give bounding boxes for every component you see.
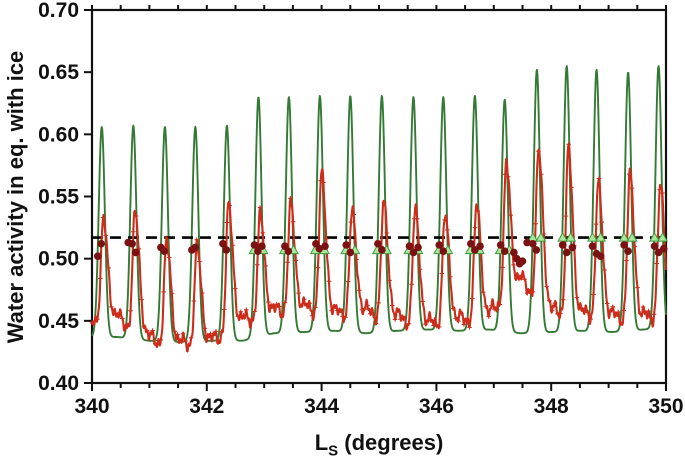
light-green-triangle-marker bbox=[595, 231, 607, 242]
light-green-triangle-marker bbox=[557, 231, 569, 242]
dark-red-dot-marker bbox=[659, 244, 668, 253]
dark-red-dot-marker bbox=[191, 243, 200, 252]
y-tick-label: 0.40 bbox=[38, 372, 79, 395]
dark-red-dot-marker bbox=[529, 239, 537, 248]
light-green-triangle-marker bbox=[618, 231, 630, 242]
dark-red-dot-marker bbox=[414, 243, 422, 252]
dark-red-dot-marker bbox=[650, 242, 659, 251]
x-tick-label: 344 bbox=[304, 395, 339, 418]
dark-red-dot-marker bbox=[374, 239, 382, 248]
dark-red-dot-marker bbox=[596, 252, 605, 260]
dark-red-dot-marker bbox=[128, 239, 136, 248]
dark-red-dot-marker bbox=[93, 252, 102, 260]
dark-red-dot-marker bbox=[624, 247, 632, 256]
light-green-triangle-marker bbox=[626, 231, 638, 242]
dark-red-dot-marker bbox=[321, 242, 329, 251]
light-green-triangle-marker bbox=[565, 231, 577, 242]
light-green-triangle-marker bbox=[587, 231, 598, 242]
dark-red-dot-marker bbox=[284, 247, 293, 256]
dark-red-dot-marker bbox=[439, 247, 448, 256]
y-tick-label: 0.65 bbox=[38, 61, 79, 84]
dark-red-dot-marker bbox=[496, 241, 505, 249]
dark-red-dot-marker bbox=[476, 242, 484, 251]
light-green-triangle-marker bbox=[535, 231, 547, 242]
dark-red-dot-marker bbox=[523, 238, 531, 247]
y-tick-label: 0.70 bbox=[38, 0, 79, 22]
dark-red-dot-marker bbox=[346, 248, 355, 257]
dark-red-dot-marker bbox=[518, 257, 527, 265]
dark-red-dot-marker bbox=[160, 247, 169, 256]
y-tick-label: 0.45 bbox=[38, 310, 79, 333]
x-axis-title-rest: (degrees) bbox=[338, 430, 444, 455]
x-tick-label: 348 bbox=[534, 395, 569, 418]
red-curve bbox=[91, 143, 668, 353]
x-tick-label: 346 bbox=[419, 395, 454, 418]
dark-red-dot-marker bbox=[378, 246, 386, 254]
dark-red-dot-marker bbox=[405, 242, 414, 251]
dark-red-dot-marker bbox=[342, 241, 351, 249]
dark-red-dot-marker bbox=[315, 244, 324, 253]
dark-red-dot-marker bbox=[562, 248, 571, 257]
y-tick-label: 0.50 bbox=[38, 248, 79, 271]
light-green-triangle-marker bbox=[649, 231, 660, 242]
dark-red-dot-marker bbox=[558, 241, 567, 249]
dark-red-dot-marker bbox=[510, 248, 518, 257]
dark-red-dot-marker bbox=[467, 239, 475, 248]
dark-red-dot-marker bbox=[219, 239, 227, 248]
x-axis-title-subscript: S bbox=[328, 442, 339, 460]
x-axis-title: LS (degrees) bbox=[315, 430, 444, 459]
dark-red-dot-marker bbox=[222, 246, 231, 254]
x-tick-label: 350 bbox=[648, 395, 683, 418]
dark-red-dot-marker bbox=[250, 241, 259, 249]
red-curve-plus-markers bbox=[89, 141, 668, 348]
dark-red-dot-marker bbox=[97, 239, 105, 248]
x-axis-title-main: L bbox=[314, 430, 329, 455]
light-green-triangle-marker bbox=[657, 231, 669, 242]
x-tick-label: 342 bbox=[189, 395, 224, 418]
y-tick-label: 0.60 bbox=[38, 123, 79, 146]
y-tick-label: 0.55 bbox=[38, 186, 79, 209]
dark-red-dot-marker bbox=[568, 243, 577, 252]
dark-red-dot-marker bbox=[131, 248, 140, 257]
dark-red-dot-marker bbox=[435, 241, 444, 249]
x-tick-label: 340 bbox=[74, 395, 109, 418]
dark-red-dot-marker bbox=[409, 248, 418, 257]
dark-red-dot-marker bbox=[588, 242, 597, 251]
y-axis-title: Water activity in eq. with ice bbox=[3, 50, 28, 344]
dark-red-dot-marker bbox=[620, 241, 628, 249]
dark-red-dot-marker bbox=[258, 242, 266, 251]
green-curve bbox=[91, 65, 667, 343]
dark-red-dot-marker bbox=[532, 246, 541, 254]
dark-red-dot-marker bbox=[500, 247, 509, 256]
